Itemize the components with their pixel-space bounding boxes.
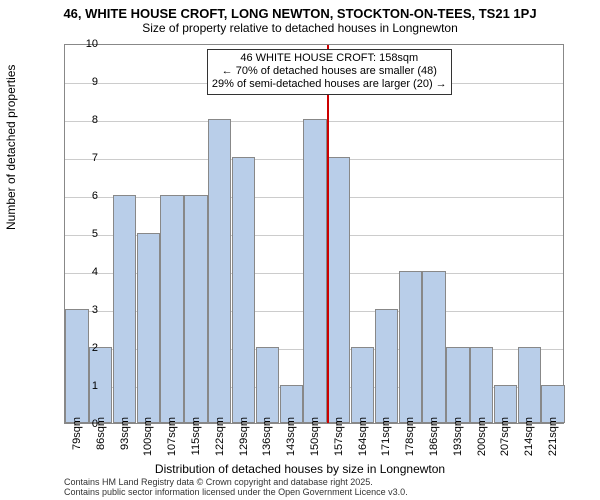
x-tick-label: 129sqm bbox=[238, 417, 250, 456]
x-tick-label: 221sqm bbox=[547, 417, 559, 456]
annotation-line: 29% of semi-detached houses are larger (… bbox=[212, 78, 447, 91]
x-tick-label: 214sqm bbox=[523, 417, 535, 456]
bar bbox=[208, 119, 231, 423]
y-tick-label: 4 bbox=[68, 266, 98, 278]
bar bbox=[375, 309, 398, 423]
y-tick-label: 5 bbox=[68, 228, 98, 240]
y-tick-label: 1 bbox=[68, 380, 98, 392]
bar bbox=[399, 271, 422, 423]
x-tick-label: 115sqm bbox=[190, 417, 202, 455]
chart-plot-area: 79sqm86sqm93sqm100sqm107sqm115sqm122sqm1… bbox=[64, 44, 564, 424]
bar bbox=[160, 195, 183, 423]
bar bbox=[65, 309, 88, 423]
x-tick-label: 171sqm bbox=[380, 417, 392, 456]
bar bbox=[470, 347, 493, 423]
x-tick-label: 107sqm bbox=[166, 417, 178, 456]
x-tick-label: 193sqm bbox=[452, 417, 464, 456]
x-tick-label: 122sqm bbox=[214, 417, 226, 456]
y-tick-label: 2 bbox=[68, 342, 98, 354]
bar bbox=[256, 347, 279, 423]
bar bbox=[327, 157, 350, 423]
chart-footer: Contains HM Land Registry data © Crown c… bbox=[64, 478, 408, 498]
x-tick-label: 164sqm bbox=[357, 417, 369, 456]
y-axis-label: Number of detached properties bbox=[4, 65, 18, 230]
y-tick-label: 6 bbox=[68, 190, 98, 202]
x-axis-label: Distribution of detached houses by size … bbox=[0, 462, 600, 476]
y-tick-label: 3 bbox=[68, 304, 98, 316]
bar bbox=[232, 157, 255, 423]
x-tick-label: 143sqm bbox=[285, 417, 297, 456]
annotation-box: 46 WHITE HOUSE CROFT: 158sqm← 70% of det… bbox=[207, 49, 452, 95]
y-tick-label: 10 bbox=[68, 38, 98, 50]
y-tick-label: 9 bbox=[68, 76, 98, 88]
bar bbox=[303, 119, 326, 423]
footer-line-2: Contains public sector information licen… bbox=[64, 488, 408, 498]
x-tick-label: 100sqm bbox=[142, 417, 154, 456]
x-tick-label: 93sqm bbox=[119, 417, 131, 450]
bar bbox=[422, 271, 445, 423]
x-tick-label: 207sqm bbox=[499, 417, 511, 456]
x-tick-label: 150sqm bbox=[309, 417, 321, 456]
x-tick-label: 200sqm bbox=[476, 417, 488, 456]
x-tick-label: 186sqm bbox=[428, 417, 440, 456]
bar bbox=[351, 347, 374, 423]
x-tick-label: 136sqm bbox=[261, 417, 273, 456]
chart-title-main: 46, WHITE HOUSE CROFT, LONG NEWTON, STOC… bbox=[0, 0, 600, 21]
bar bbox=[446, 347, 469, 423]
bar bbox=[137, 233, 160, 423]
annotation-line: 46 WHITE HOUSE CROFT: 158sqm bbox=[212, 52, 447, 65]
y-tick-label: 8 bbox=[68, 114, 98, 126]
x-tick-label: 178sqm bbox=[404, 417, 416, 456]
y-tick-label: 7 bbox=[68, 152, 98, 164]
x-tick-label: 157sqm bbox=[333, 417, 345, 456]
bar bbox=[518, 347, 541, 423]
annotation-line: ← 70% of detached houses are smaller (48… bbox=[212, 65, 447, 78]
bar bbox=[113, 195, 136, 423]
chart-title-sub: Size of property relative to detached ho… bbox=[0, 21, 600, 35]
bar bbox=[184, 195, 207, 423]
reference-line bbox=[327, 45, 329, 423]
y-tick-label: 0 bbox=[68, 418, 98, 430]
